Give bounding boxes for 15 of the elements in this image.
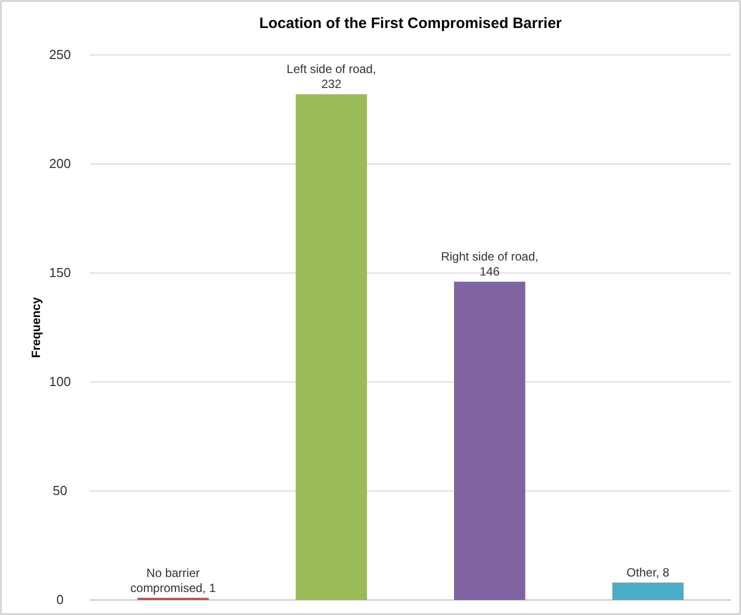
y-tick-label: 50	[52, 483, 68, 498]
data-label: Left side of road, 232	[286, 62, 376, 92]
y-axis-title: Frequency	[29, 296, 43, 358]
data-label: No barrier compromised, 1	[130, 566, 216, 595]
bar	[454, 282, 526, 600]
y-tick-label: 100	[49, 374, 71, 390]
bar	[296, 94, 367, 600]
y-tick-label: 150	[49, 265, 71, 280]
data-label: Other, 8	[626, 566, 670, 580]
y-tick-label: 250	[49, 47, 71, 62]
bar	[612, 582, 684, 600]
chart-title: Location of the First Compromised Barrier	[259, 15, 562, 32]
data-label: Right side of road, 146	[440, 250, 538, 279]
y-tick-label: 0	[56, 592, 64, 608]
y-tick-label: 200	[49, 156, 71, 172]
